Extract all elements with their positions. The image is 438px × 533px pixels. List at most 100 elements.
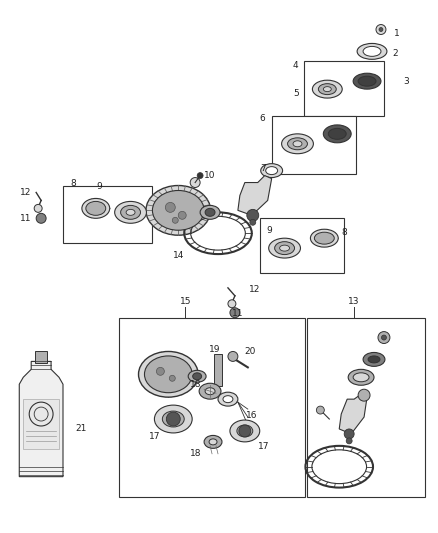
Ellipse shape (353, 73, 381, 89)
Ellipse shape (318, 84, 336, 94)
Text: 18: 18 (191, 449, 202, 458)
Ellipse shape (328, 128, 346, 139)
Text: 12: 12 (20, 188, 31, 197)
Text: 11: 11 (232, 309, 244, 318)
Ellipse shape (363, 352, 385, 366)
Circle shape (166, 412, 180, 426)
Ellipse shape (288, 138, 307, 150)
Ellipse shape (200, 205, 220, 219)
Bar (119, 318, 305, 497)
Ellipse shape (152, 190, 204, 230)
Text: 14: 14 (173, 251, 184, 260)
Text: 3: 3 (403, 77, 409, 86)
Bar (307, 318, 425, 497)
Text: 17: 17 (148, 432, 160, 441)
Bar (63, 185, 152, 243)
Ellipse shape (223, 395, 233, 402)
Bar (260, 219, 344, 273)
Circle shape (376, 25, 386, 35)
Ellipse shape (205, 387, 215, 394)
Ellipse shape (145, 356, 192, 393)
Text: 17: 17 (258, 442, 269, 451)
Bar (214, 354, 222, 386)
Ellipse shape (138, 351, 198, 397)
Ellipse shape (353, 373, 369, 382)
Circle shape (316, 406, 324, 414)
Circle shape (172, 217, 178, 223)
Text: 6: 6 (260, 115, 265, 124)
Ellipse shape (193, 373, 201, 380)
Text: 9: 9 (96, 182, 102, 191)
Circle shape (178, 212, 186, 219)
Circle shape (190, 177, 200, 188)
Text: 21: 21 (75, 424, 87, 433)
Ellipse shape (261, 164, 283, 177)
Ellipse shape (268, 238, 300, 258)
Ellipse shape (323, 125, 351, 143)
Text: 2: 2 (392, 49, 398, 58)
Ellipse shape (368, 356, 380, 363)
Ellipse shape (357, 43, 387, 59)
Circle shape (36, 213, 46, 223)
Ellipse shape (230, 420, 260, 442)
Text: 8: 8 (341, 228, 347, 237)
Circle shape (34, 204, 42, 212)
Text: 18: 18 (191, 379, 202, 389)
Ellipse shape (266, 167, 278, 175)
Ellipse shape (82, 198, 110, 219)
Text: 16: 16 (246, 410, 258, 419)
Circle shape (170, 375, 175, 381)
Circle shape (156, 367, 164, 375)
Ellipse shape (188, 370, 206, 382)
Ellipse shape (204, 435, 222, 448)
Ellipse shape (363, 46, 381, 56)
Ellipse shape (312, 80, 342, 98)
Ellipse shape (146, 185, 211, 235)
Circle shape (228, 351, 238, 361)
Ellipse shape (126, 209, 135, 215)
Text: 15: 15 (180, 297, 191, 306)
Ellipse shape (199, 383, 221, 399)
Ellipse shape (86, 201, 106, 215)
Ellipse shape (282, 134, 314, 154)
Ellipse shape (293, 141, 302, 147)
Ellipse shape (358, 76, 376, 86)
Text: 13: 13 (348, 297, 360, 306)
Ellipse shape (314, 232, 334, 244)
Ellipse shape (120, 205, 141, 219)
Text: 7: 7 (260, 164, 265, 173)
Circle shape (228, 300, 236, 308)
Text: 10: 10 (204, 171, 216, 180)
Ellipse shape (115, 201, 146, 223)
Ellipse shape (323, 87, 331, 92)
Text: 1: 1 (394, 29, 400, 38)
Bar (23, 399, 59, 449)
Ellipse shape (311, 229, 338, 247)
Text: 5: 5 (293, 88, 300, 98)
Ellipse shape (237, 425, 253, 437)
Circle shape (381, 335, 386, 340)
Polygon shape (339, 394, 367, 434)
Bar (35, 351, 47, 364)
Text: 19: 19 (209, 345, 221, 354)
Polygon shape (238, 175, 272, 215)
Text: 20: 20 (244, 347, 255, 356)
Ellipse shape (155, 405, 192, 433)
Text: 9: 9 (267, 226, 272, 235)
Ellipse shape (205, 208, 215, 216)
Circle shape (344, 429, 354, 439)
Ellipse shape (162, 411, 184, 427)
Circle shape (346, 438, 352, 444)
Ellipse shape (279, 245, 290, 251)
Ellipse shape (209, 439, 217, 445)
Circle shape (250, 219, 256, 225)
Bar (272, 116, 356, 174)
Circle shape (230, 308, 240, 318)
Circle shape (165, 203, 175, 212)
Bar (304, 61, 384, 116)
Ellipse shape (275, 241, 294, 255)
Text: 11: 11 (19, 214, 31, 223)
Circle shape (247, 209, 259, 221)
Text: 12: 12 (249, 285, 261, 294)
Ellipse shape (218, 392, 238, 406)
